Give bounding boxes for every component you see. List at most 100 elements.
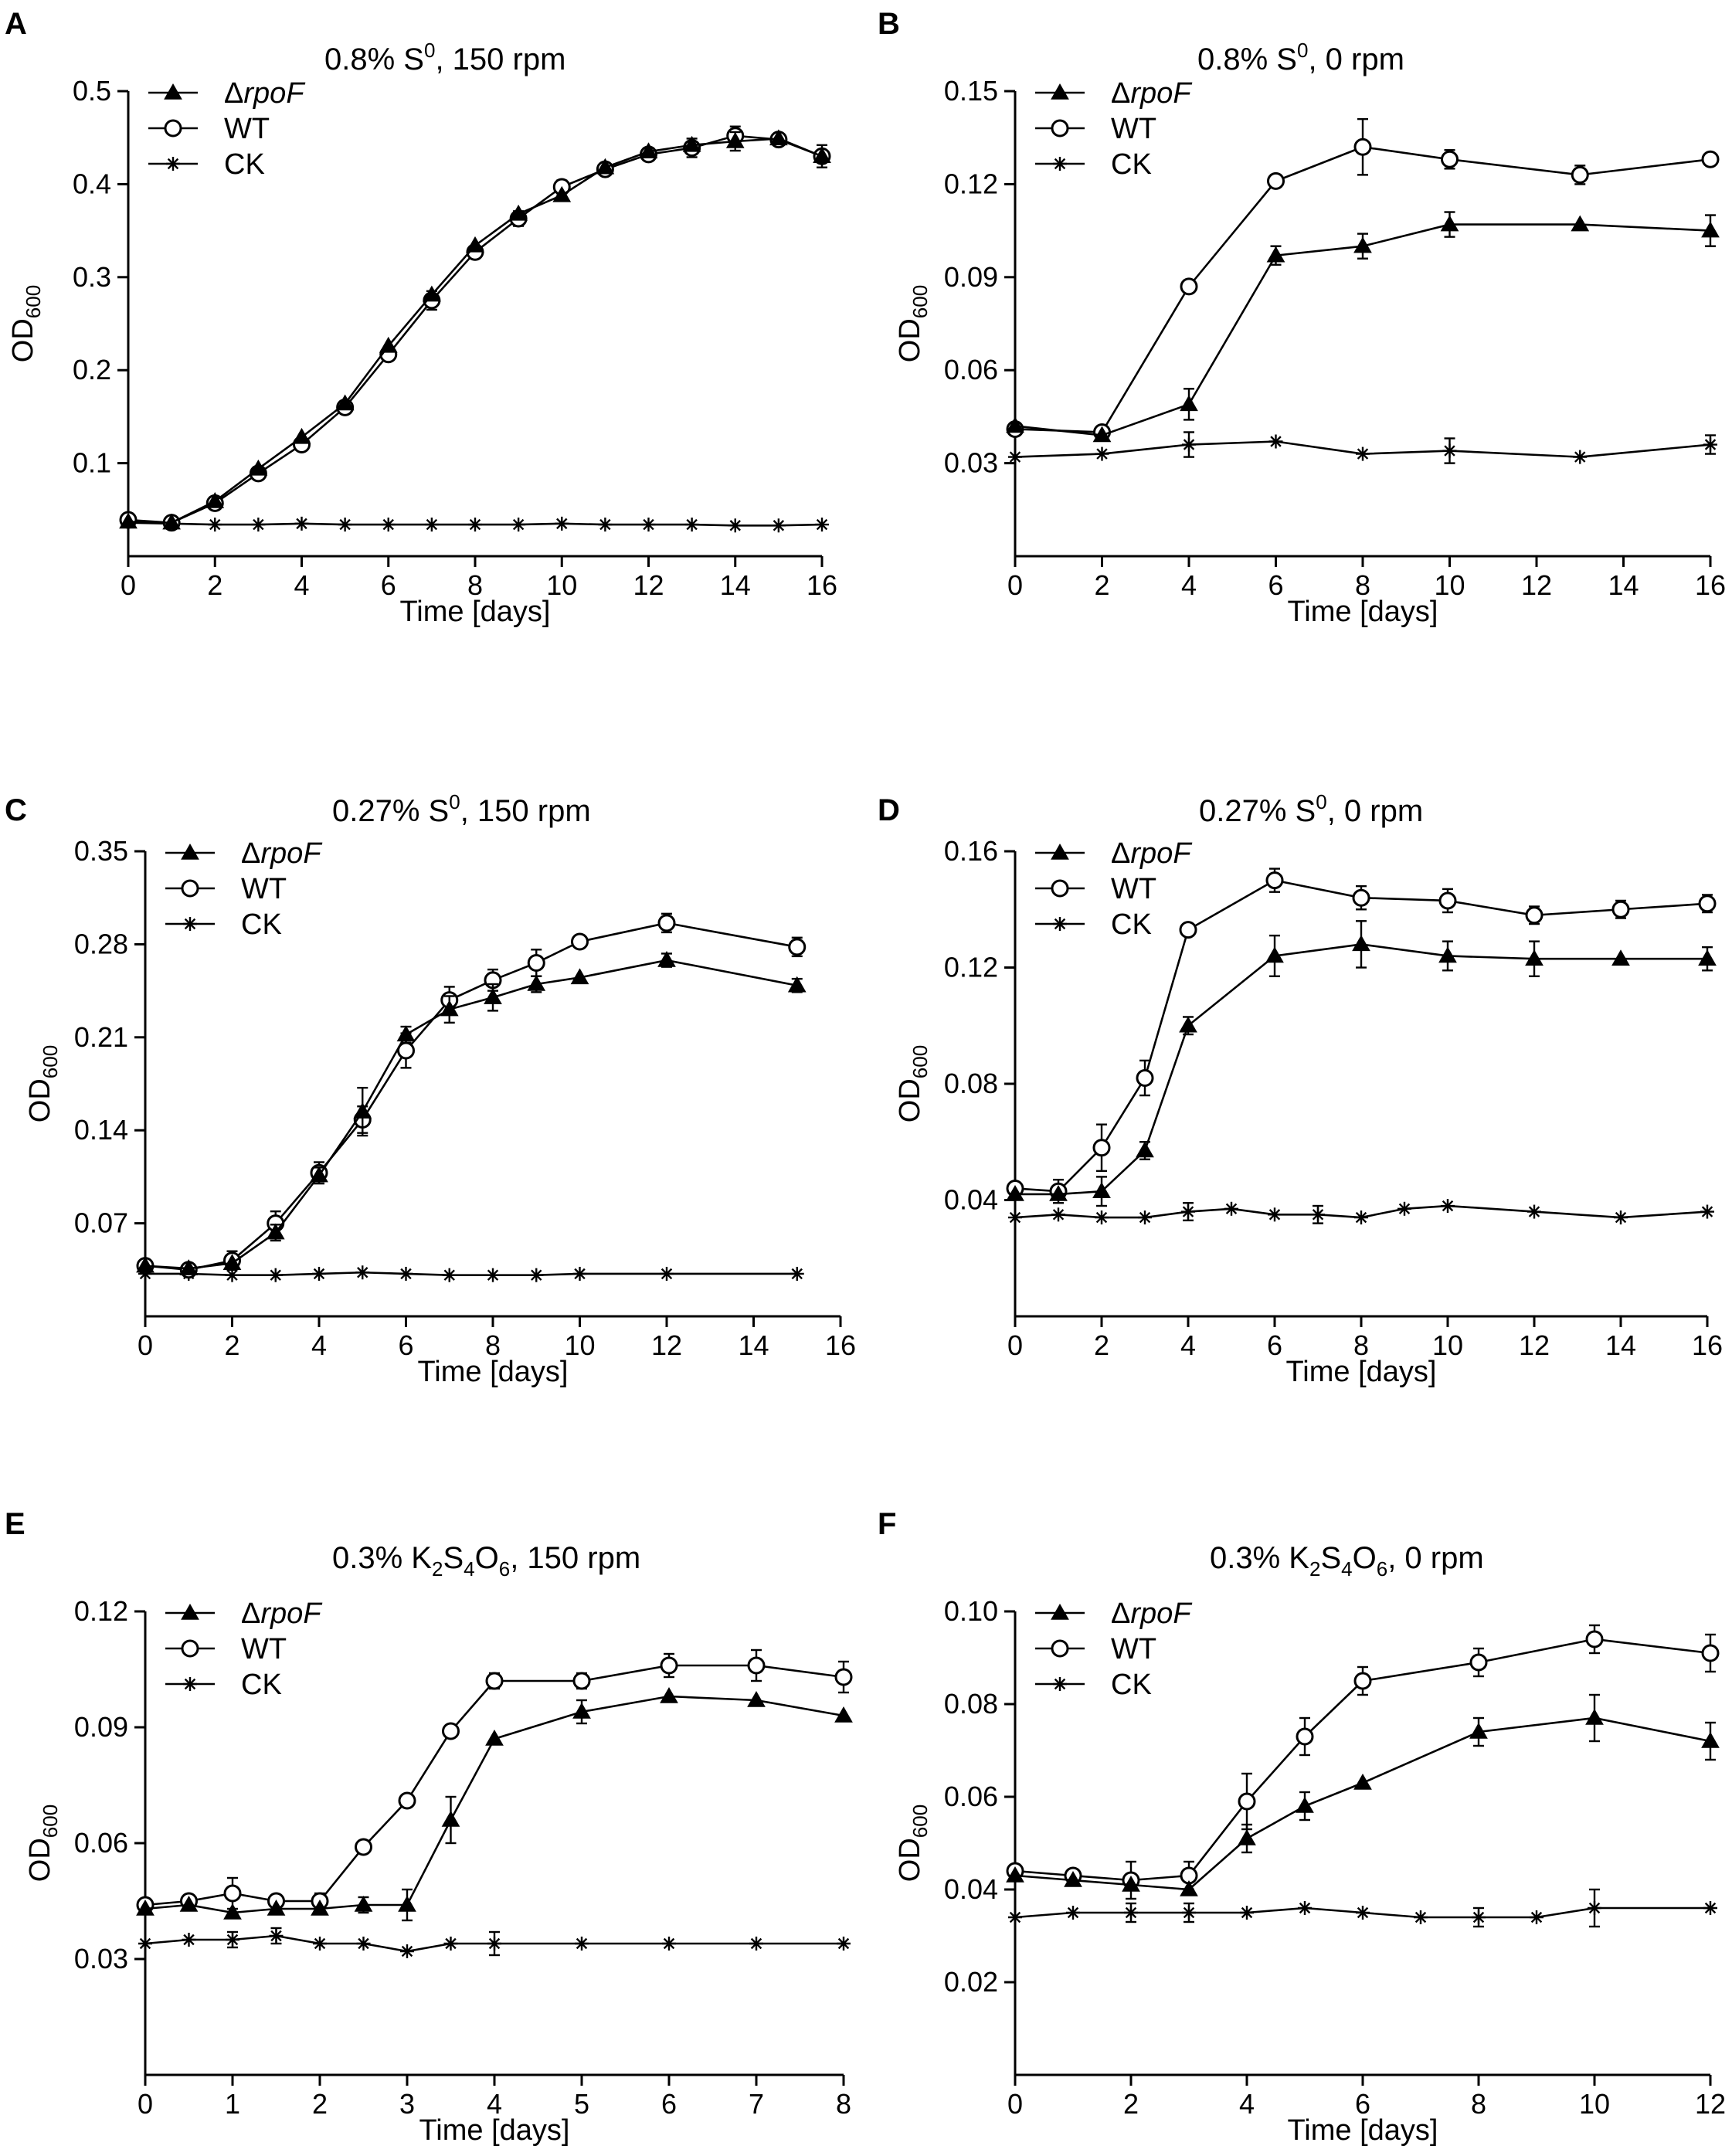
- x-tick-label: 2: [1094, 1329, 1109, 1361]
- data-point: [749, 1937, 763, 1951]
- data-point-stroke: [1009, 1211, 1021, 1224]
- series-rpof: [1006, 920, 1717, 1207]
- data-point: [1182, 437, 1196, 452]
- x-tick-label: 2: [1094, 569, 1109, 601]
- x-tick-label: 0: [1007, 1329, 1023, 1361]
- data-point-stroke: [574, 1268, 586, 1280]
- data-point: [1469, 1653, 1488, 1672]
- chart-panel-E: E 0.3% K2S4O6, 150 rpm 0 1 2 3 4 5 6 7 8 0.03 0.06 0.…: [5, 1507, 853, 2147]
- series-line: [127, 134, 823, 524]
- y-tick-label: 0.06: [74, 1827, 128, 1859]
- legend-marker: [164, 119, 182, 138]
- y-tick-label: 0.02: [944, 1966, 998, 1998]
- data-point-stroke: [1095, 1211, 1108, 1224]
- y-tick-label: 0.03: [74, 1943, 128, 1974]
- data-point: [313, 1937, 327, 1951]
- x-tick-label: 6: [661, 2088, 677, 2120]
- data-point: [205, 491, 225, 508]
- data-point: [1268, 434, 1283, 449]
- legend-label: WT: [224, 113, 270, 145]
- data-point-stroke: [1398, 1203, 1411, 1215]
- data-point: [596, 158, 615, 175]
- y-axis-label: OD600: [7, 285, 45, 362]
- data-point: [294, 516, 309, 531]
- y-tick-label: 0.06: [944, 354, 998, 385]
- data-point-stroke: [556, 518, 568, 530]
- data-point-stroke: [729, 520, 741, 531]
- y-tick-label: 0.04: [944, 1184, 998, 1216]
- data-point: [1703, 437, 1717, 452]
- series-line: [1014, 440, 1711, 458]
- x-tick-label: 4: [1181, 569, 1197, 601]
- legend-marker-stroke: [1054, 918, 1066, 930]
- data-point: [1588, 1901, 1601, 1915]
- data-point: [442, 1722, 460, 1740]
- chart-title: 0.3% K2S4O6, 0 rpm: [1210, 1541, 1484, 1581]
- data-point: [1353, 236, 1372, 253]
- x-tick-label: 6: [398, 1329, 413, 1361]
- data-point: [1472, 1910, 1486, 1924]
- data-point-stroke: [270, 1269, 281, 1281]
- data-point: [572, 1702, 591, 1719]
- x-axis-label: Time [days]: [1286, 1356, 1437, 1388]
- data-point: [575, 1937, 589, 1951]
- data-point-stroke: [226, 1269, 238, 1281]
- series-line: [1014, 1638, 1711, 1882]
- data-point: [660, 1686, 678, 1703]
- legend-marker-stroke: [184, 1678, 196, 1690]
- data-point: [1136, 1068, 1154, 1087]
- legend-marker-stroke: [1054, 1678, 1066, 1690]
- data-point-stroke: [1357, 1906, 1369, 1919]
- data-point: [1180, 277, 1198, 296]
- data-point: [1296, 1727, 1314, 1746]
- series-rpof: [136, 951, 807, 1275]
- data-point-stroke: [183, 1934, 195, 1946]
- data-point: [466, 236, 484, 253]
- x-tick-label: 14: [720, 569, 751, 601]
- data-point: [555, 516, 569, 531]
- series-line: [145, 1271, 797, 1276]
- data-point: [423, 285, 441, 302]
- data-point-stroke: [1096, 448, 1108, 460]
- y-tick-label: 0.35: [74, 835, 128, 867]
- x-tick-label: 8: [1355, 569, 1370, 601]
- x-tick-label: 4: [1239, 2088, 1255, 2120]
- data-point: [1356, 1906, 1370, 1920]
- x-tick-label: 16: [1695, 569, 1726, 601]
- data-point-stroke: [1704, 439, 1717, 450]
- x-tick-label: 0: [138, 2088, 153, 2120]
- data-point: [485, 1672, 504, 1690]
- series-wt: [136, 1648, 853, 1914]
- data-point: [267, 1899, 286, 1916]
- data-point: [1701, 221, 1720, 238]
- data-point-stroke: [791, 1268, 803, 1280]
- data-point: [1092, 1182, 1111, 1198]
- data-point: [355, 1265, 370, 1280]
- y-tick-label: 0.09: [944, 261, 998, 293]
- data-point: [570, 968, 589, 985]
- data-point: [790, 1266, 804, 1281]
- data-point: [1611, 900, 1630, 918]
- panel-label: D: [878, 793, 900, 827]
- chart-title: 0.27% S0, 0 rpm: [1199, 790, 1423, 828]
- chart-panel-A: A 0.8% S0, 150 rpm 0 2 4 6 8 10 12 14 16 0.1 0.2 0.3 0…: [5, 7, 837, 628]
- data-point: [1352, 888, 1370, 907]
- x-tick-label: 14: [1605, 1329, 1636, 1361]
- data-point: [837, 1937, 851, 1951]
- data-point: [1530, 1910, 1544, 1924]
- data-point: [1438, 891, 1457, 910]
- data-point: [660, 1656, 678, 1675]
- data-point: [1095, 446, 1109, 461]
- x-tick-label: 10: [1434, 569, 1465, 601]
- x-tick-label: 4: [487, 2088, 502, 2120]
- x-tick-label: 6: [1355, 2088, 1370, 2120]
- y-tick-label: 0.4: [73, 168, 111, 199]
- data-point: [226, 1933, 239, 1947]
- data-point: [1240, 1906, 1254, 1920]
- data-point-stroke: [1052, 1209, 1065, 1221]
- x-tick-label: 6: [1268, 569, 1283, 601]
- data-point: [657, 914, 676, 932]
- x-tick-label: 4: [294, 569, 309, 601]
